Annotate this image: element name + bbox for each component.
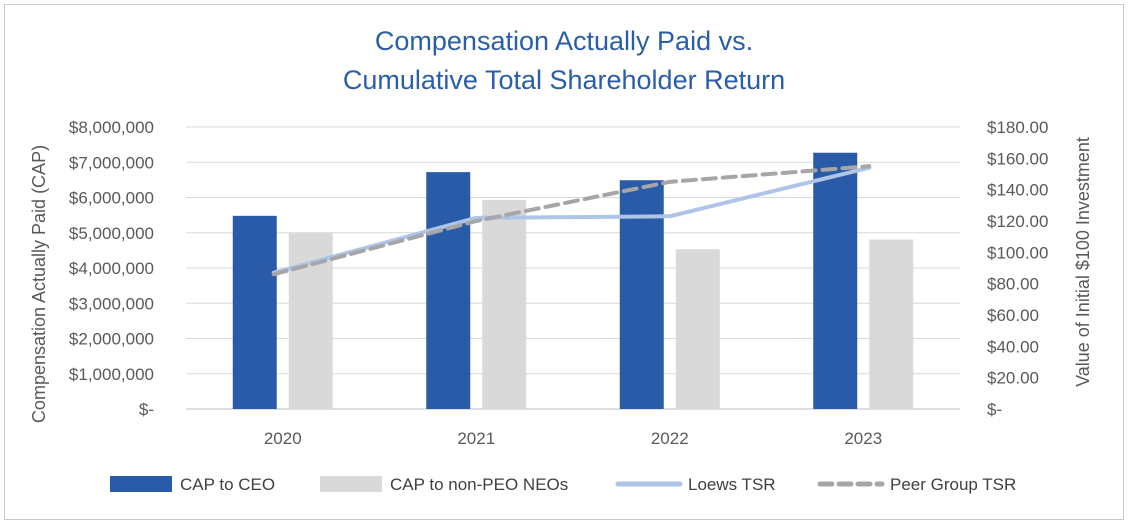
legend-label-cap-to-non-peo-neos: CAP to non-PEO NEOs [390, 475, 568, 494]
right-tick-label: $140.00 [987, 181, 1048, 200]
left-tick-label: $3,000,000 [69, 294, 154, 313]
chart-title-line-1: Compensation Actually Paid vs. [375, 26, 753, 56]
legend-swatch-cap-to-ceo [110, 476, 172, 492]
left-tick-label: $8,000,000 [69, 118, 154, 137]
x-axis-ticks: 2020 2021 2022 2023 [264, 429, 882, 448]
left-tick-label: $7,000,000 [69, 153, 154, 172]
left-axis-ticks: $- $1,000,000 $2,000,000 $3,000,000 $4,000,0… [69, 118, 154, 419]
right-axis-ticks: $- $20.00 $40.00 $60.00 $80.00 $100.00 $120.00… [987, 118, 1048, 419]
bar-cap-to-non-peo-neos-2021 [482, 199, 527, 409]
legend: CAP to CEO CAP to non-PEO NEOs Loews TSR Pe… [110, 475, 1016, 494]
x-tick-label: 2020 [264, 429, 302, 448]
right-tick-label: $180.00 [987, 118, 1048, 137]
x-tick-label: 2023 [844, 429, 882, 448]
bar-cap-to-ceo-2020 [232, 215, 277, 409]
right-tick-label: $- [987, 400, 1002, 419]
x-tick-label: 2021 [457, 429, 495, 448]
legend-swatch-cap-to-non-peo-neos [320, 476, 382, 492]
left-tick-label: $5,000,000 [69, 224, 154, 243]
line-peer-group-tsr [271, 164, 872, 277]
legend-label-loews-tsr: Loews TSR [688, 475, 776, 494]
right-tick-label: $80.00 [987, 275, 1039, 294]
chart-frame [4, 4, 1124, 520]
left-axis-title: Compensation Actually Paid (CAP) [29, 145, 49, 423]
x-tick-label: 2022 [651, 429, 689, 448]
line-loews-tsr [271, 165, 872, 275]
left-tick-label: $2,000,000 [69, 330, 154, 349]
legend-label-cap-to-ceo: CAP to CEO [180, 475, 275, 494]
right-tick-label: $40.00 [987, 337, 1039, 356]
left-tick-label: $6,000,000 [69, 189, 154, 208]
chart-title-line-2: Cumulative Total Shareholder Return [343, 65, 785, 95]
bar-cap-to-non-peo-neos-2022 [675, 249, 720, 409]
legend-label-peer-group-tsr: Peer Group TSR [890, 475, 1016, 494]
right-tick-label: $160.00 [987, 149, 1048, 168]
right-axis-title: Value of Initial $100 Investment [1073, 137, 1093, 387]
right-tick-label: $100.00 [987, 243, 1048, 262]
bar-cap-to-ceo-2021 [426, 172, 471, 409]
left-tick-label: $4,000,000 [69, 259, 154, 278]
bar-cap-to-non-peo-neos-2023 [869, 239, 914, 409]
right-tick-label: $60.00 [987, 306, 1039, 325]
bars [232, 152, 914, 410]
right-tick-label: $20.00 [987, 369, 1039, 388]
lines [271, 164, 872, 277]
left-tick-label: $1,000,000 [69, 365, 154, 384]
left-tick-label: $- [139, 400, 154, 419]
right-tick-label: $120.00 [987, 212, 1048, 231]
bar-cap-to-ceo-2023 [813, 152, 858, 410]
